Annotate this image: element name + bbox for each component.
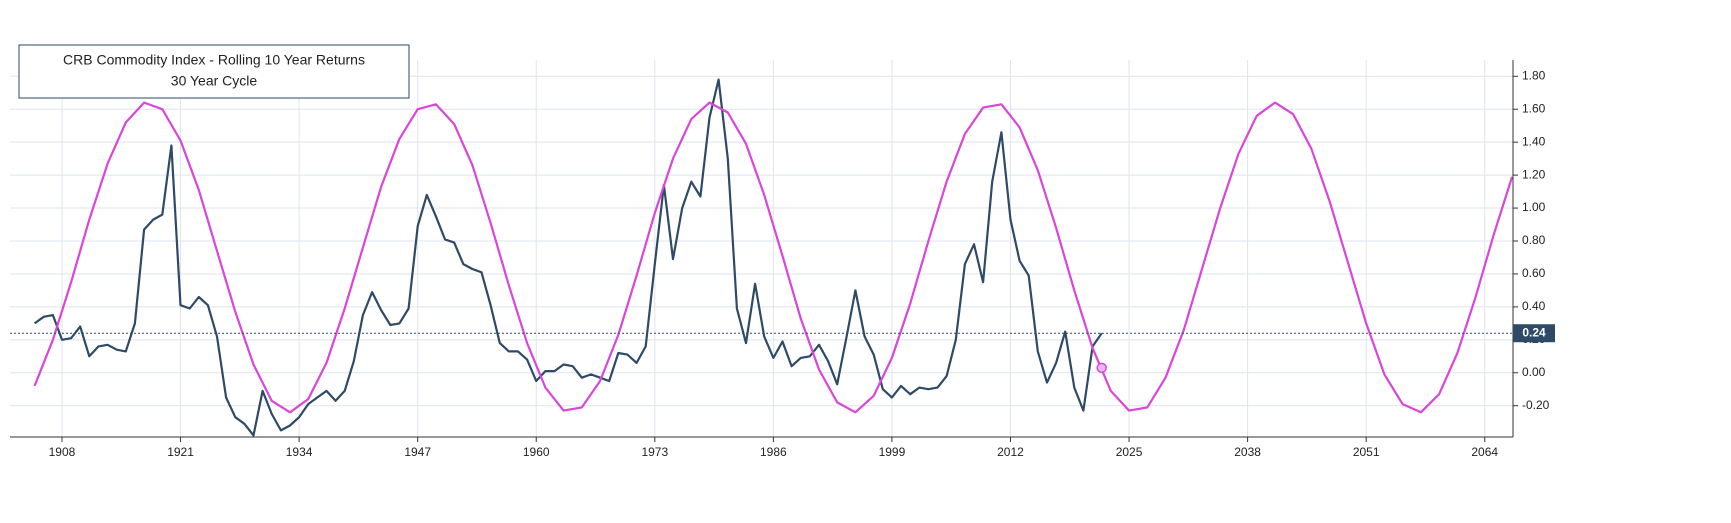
y-tick-label: 1.40 xyxy=(1522,134,1546,148)
series-line xyxy=(33,101,1514,414)
point-marker xyxy=(1096,362,1107,374)
x-tick-label: 1973 xyxy=(641,445,668,459)
x-tick-label: 1908 xyxy=(49,445,76,459)
title-box xyxy=(18,44,410,99)
x-tick-label: 1934 xyxy=(286,445,313,459)
y-tick-label: 0.80 xyxy=(1522,233,1546,247)
y-tick-label: 0.60 xyxy=(1522,266,1546,280)
marks xyxy=(33,78,1514,437)
y-tick-label: 0.00 xyxy=(1522,365,1546,379)
x-tick-label: 1960 xyxy=(523,445,550,459)
y-tick-label: 1.80 xyxy=(1522,68,1546,82)
chart-title: CRB Commodity Index - Rolling 10 Year Re… xyxy=(63,52,365,68)
y-tick-label: 1.00 xyxy=(1522,200,1546,214)
x-tick-label: 1999 xyxy=(879,445,906,459)
x-tick-label: 2064 xyxy=(1471,445,1498,459)
value-tag-label: 0.24 xyxy=(1522,325,1546,339)
x-tick-label: 2012 xyxy=(997,445,1024,459)
x-tick-label: 1947 xyxy=(404,445,431,459)
x-tick-label: 1921 xyxy=(167,445,194,459)
y-tick-label: -0.20 xyxy=(1522,398,1550,412)
value-tag xyxy=(1513,324,1555,343)
y-tick-label: 1.60 xyxy=(1522,101,1546,115)
x-tick-label: 2038 xyxy=(1234,445,1261,459)
chart-subtitle: 30 Year Cycle xyxy=(171,73,258,89)
series-line xyxy=(33,78,1103,437)
x-tick-label: 2025 xyxy=(1116,445,1143,459)
y-tick-label: 1.20 xyxy=(1522,167,1546,181)
x-tick-label: 2051 xyxy=(1353,445,1380,459)
y-tick-label: 0.40 xyxy=(1522,299,1546,313)
grid xyxy=(10,60,1513,437)
x-tick-label: 1986 xyxy=(760,445,787,459)
